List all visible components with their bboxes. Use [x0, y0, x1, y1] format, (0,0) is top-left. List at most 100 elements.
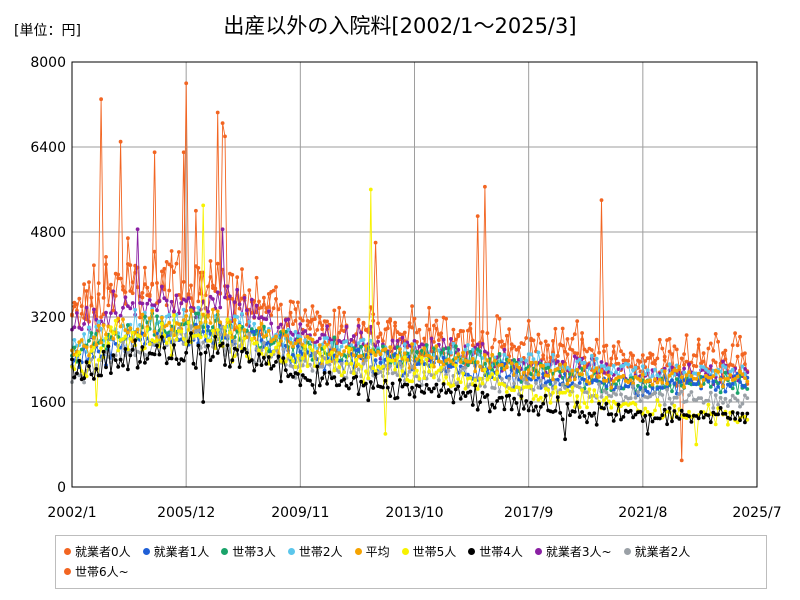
data-point	[599, 369, 604, 373]
data-point	[257, 352, 261, 357]
data-point	[684, 333, 689, 337]
data-point	[456, 377, 461, 381]
data-point	[393, 367, 397, 372]
data-point	[218, 305, 223, 310]
data-point	[313, 317, 317, 321]
data-point	[483, 353, 487, 358]
data-point	[543, 384, 548, 388]
data-point	[424, 357, 429, 362]
x-tick-label: 2009/11	[271, 505, 329, 521]
data-point	[322, 371, 327, 375]
data-point	[334, 354, 339, 359]
data-point	[451, 383, 456, 388]
data-point	[332, 368, 337, 373]
data-point	[262, 324, 266, 329]
data-point	[517, 365, 521, 370]
data-point	[640, 419, 645, 423]
data-point	[247, 288, 252, 293]
data-point	[738, 380, 742, 384]
data-point	[487, 365, 492, 370]
data-point	[456, 384, 461, 389]
data-point	[621, 358, 626, 363]
data-point	[670, 419, 674, 424]
data-point	[252, 368, 257, 373]
data-point	[181, 318, 186, 322]
data-point	[378, 356, 383, 361]
data-point	[235, 348, 240, 352]
data-point	[206, 343, 210, 348]
data-point	[466, 343, 470, 347]
data-point	[599, 360, 604, 364]
data-point	[667, 362, 672, 367]
data-point	[726, 422, 730, 427]
data-point	[480, 342, 485, 346]
data-point	[429, 389, 434, 394]
data-point	[361, 322, 366, 326]
data-point	[201, 400, 206, 404]
data-point	[546, 388, 550, 392]
data-point	[208, 259, 213, 263]
data-point	[155, 308, 159, 313]
data-point	[172, 313, 176, 318]
x-tick-label: 2002/1	[47, 505, 96, 521]
data-point	[585, 349, 589, 354]
data-point	[517, 345, 521, 350]
data-point	[347, 346, 351, 351]
data-point	[463, 365, 468, 370]
data-point	[650, 374, 655, 378]
data-point	[660, 346, 665, 351]
data-point	[604, 379, 609, 383]
data-point	[466, 328, 470, 333]
data-point	[524, 358, 529, 363]
data-point	[155, 314, 159, 319]
data-point	[670, 371, 674, 376]
data-point	[320, 358, 325, 363]
data-point	[699, 410, 703, 414]
data-point	[385, 351, 390, 355]
data-point	[405, 357, 410, 362]
data-point	[198, 335, 203, 340]
data-point	[723, 348, 728, 353]
data-point	[538, 405, 543, 409]
data-point	[162, 346, 167, 350]
data-point	[201, 312, 206, 317]
data-point	[291, 332, 295, 337]
data-point	[621, 373, 626, 378]
data-point	[381, 344, 385, 349]
data-point	[300, 373, 305, 378]
x-tick-label: 2017/9	[504, 505, 553, 521]
data-point	[427, 305, 431, 310]
data-point	[106, 303, 111, 308]
data-point	[461, 350, 465, 355]
data-point	[201, 329, 206, 334]
data-point	[638, 399, 643, 403]
data-point	[492, 358, 497, 363]
data-point	[468, 376, 473, 380]
data-point	[716, 412, 720, 417]
data-point	[104, 336, 108, 340]
data-point	[592, 388, 597, 393]
data-point	[140, 312, 145, 317]
data-point	[449, 350, 453, 355]
data-point	[356, 324, 361, 328]
data-point	[325, 336, 329, 340]
data-point	[89, 295, 94, 300]
data-point	[519, 394, 524, 399]
data-point	[609, 371, 614, 376]
data-point	[616, 402, 621, 407]
data-point	[269, 352, 274, 357]
data-point	[366, 376, 371, 381]
data-point	[254, 341, 259, 345]
data-point	[99, 97, 103, 102]
data-point	[87, 325, 91, 330]
data-point	[157, 299, 162, 304]
data-point	[77, 296, 82, 301]
data-point	[626, 362, 631, 367]
data-point	[653, 408, 657, 413]
data-point	[211, 325, 215, 329]
data-point	[262, 355, 266, 360]
data-point	[291, 359, 295, 363]
data-point	[376, 349, 380, 354]
data-point	[344, 361, 349, 366]
data-point	[376, 335, 380, 340]
